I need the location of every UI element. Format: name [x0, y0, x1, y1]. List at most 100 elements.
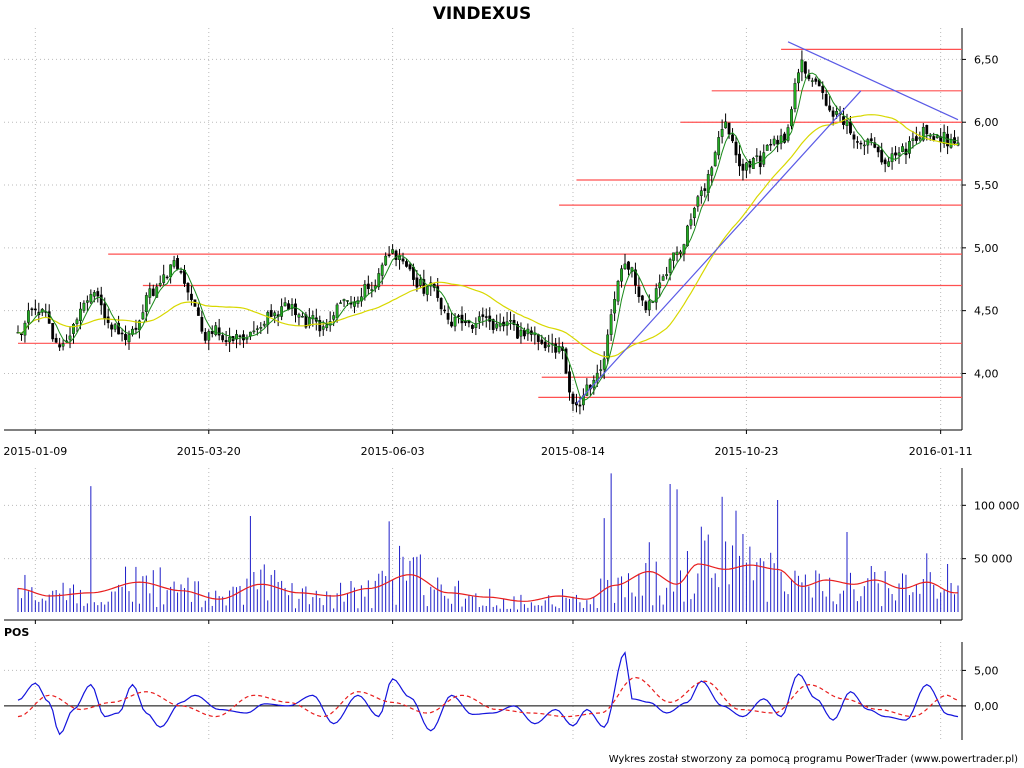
candle-body	[523, 330, 526, 337]
candle-body	[210, 330, 214, 334]
candle-body	[824, 94, 828, 106]
candle-body	[470, 324, 474, 329]
candle-body	[318, 320, 322, 332]
candle-body	[301, 316, 304, 318]
candle-body	[283, 302, 287, 307]
candle-body	[446, 313, 450, 320]
candle-body	[644, 301, 648, 311]
candle-body	[394, 250, 398, 260]
candle-body	[172, 260, 176, 267]
candle-body	[571, 393, 575, 404]
candle-body	[883, 159, 887, 165]
candle-body	[887, 161, 891, 167]
candle-body	[54, 337, 58, 343]
candle-body	[609, 314, 613, 335]
candle-body	[564, 348, 568, 374]
price-panel: 2015-01-09 2015-03-20 2015-06-03 2015-08-14…	[3, 28, 999, 458]
candle-body	[890, 153, 894, 163]
candle-body	[627, 261, 630, 270]
candle-body	[51, 323, 55, 340]
candle-body	[214, 325, 218, 335]
candle-body	[141, 312, 145, 320]
candle-body	[363, 284, 367, 298]
price-y-tick-label: 5,50	[974, 179, 999, 192]
candle-body	[110, 324, 114, 330]
candle-body	[724, 121, 728, 129]
candle-body	[769, 143, 773, 146]
candle-body	[727, 122, 731, 135]
candle-body	[675, 251, 679, 255]
candle-body	[398, 256, 401, 261]
candle-body	[779, 135, 783, 144]
candle-body	[713, 152, 717, 167]
pos-y-tick-label: 0,00	[974, 700, 999, 713]
price-y-tick-label: 6,50	[974, 53, 999, 66]
candle-body	[925, 125, 929, 135]
candle-body	[186, 283, 190, 293]
candle-body	[169, 264, 173, 278]
candle-body	[266, 312, 270, 326]
candle-body	[290, 304, 294, 309]
candle-body	[640, 295, 644, 301]
candle-body	[935, 135, 939, 139]
x-tick-label: 2015-08-14	[541, 445, 605, 458]
candle-body	[384, 255, 388, 266]
candle-body	[370, 289, 374, 291]
candle-body	[630, 267, 634, 272]
candle-body	[418, 279, 422, 286]
candle-body	[460, 314, 464, 324]
candle-body	[634, 269, 637, 286]
candle-body	[911, 138, 915, 141]
candle-body	[377, 273, 381, 288]
candle-body	[668, 259, 672, 273]
candle-body	[408, 264, 412, 270]
volume-y-tick-label: 50 000	[974, 553, 1013, 566]
candle-body	[273, 312, 277, 317]
candle-body	[602, 358, 606, 370]
candle-body	[661, 276, 665, 281]
candle-body	[894, 152, 897, 156]
candle-body	[61, 343, 65, 347]
candle-body	[30, 308, 34, 310]
candle-body	[158, 282, 162, 286]
candle-body	[557, 346, 561, 353]
price-y-tick-label: 4,50	[974, 305, 999, 318]
candle-body	[692, 208, 696, 219]
candle-body	[474, 323, 478, 328]
candle-body	[391, 249, 395, 254]
candle-body	[457, 315, 460, 317]
candle-body	[914, 136, 918, 141]
pos-signal-line	[17, 676, 959, 718]
candle-body	[876, 146, 880, 153]
volume-moving-average	[17, 563, 958, 602]
candle-body	[491, 319, 495, 330]
candle-body	[807, 74, 811, 80]
price-y-tick-label: 6,00	[974, 116, 999, 129]
candle-body	[696, 196, 700, 207]
candle-body	[599, 369, 603, 371]
candle-body	[481, 314, 485, 317]
candle-body	[738, 153, 741, 167]
candle-body	[304, 314, 308, 328]
candle-body	[672, 252, 675, 261]
candle-body	[439, 298, 443, 310]
candle-body	[252, 330, 256, 333]
candle-body	[339, 302, 342, 304]
candle-body	[797, 72, 800, 84]
candle-body	[786, 127, 790, 141]
candle-body	[484, 316, 488, 318]
candle-body	[401, 258, 405, 262]
volume-y-tick-label: 100 000	[974, 499, 1020, 512]
candle-body	[96, 291, 100, 297]
candle-body	[689, 219, 693, 226]
candle-body	[606, 334, 610, 359]
candle-body	[200, 317, 204, 332]
candle-body	[720, 129, 724, 137]
candle-body	[311, 315, 315, 320]
candle-body	[616, 281, 620, 302]
pos-panel-title: POS	[4, 626, 29, 639]
candle-body	[342, 299, 346, 302]
candle-body	[554, 343, 558, 353]
candle-body	[814, 78, 818, 82]
